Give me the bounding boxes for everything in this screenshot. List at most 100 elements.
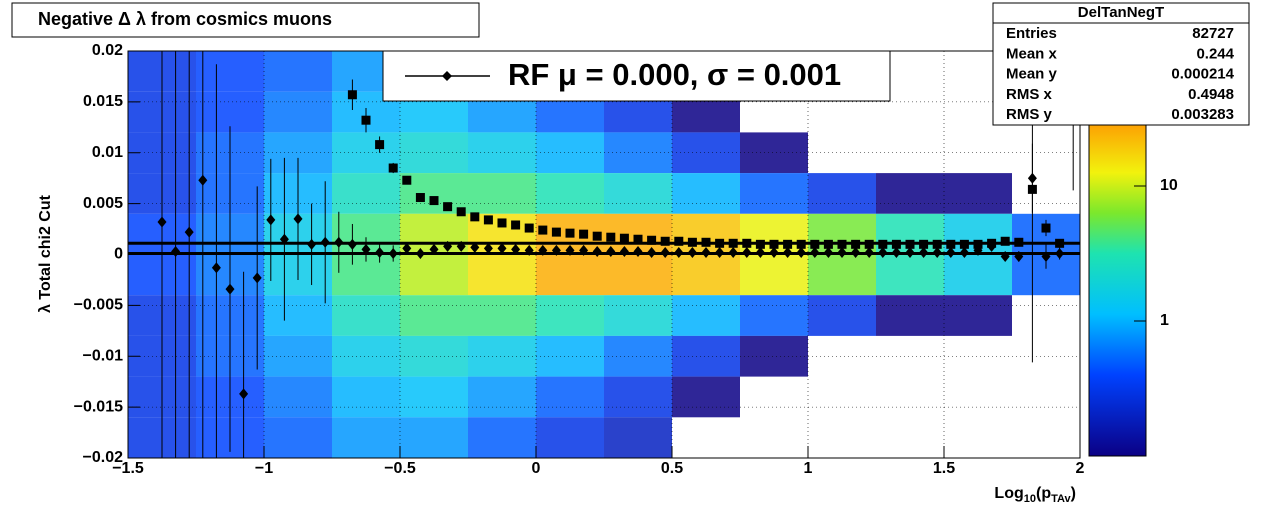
diamond-marker [388,247,398,259]
diamond-marker [783,246,793,258]
diamond-marker [307,238,317,250]
square-marker [878,239,888,249]
diamond-marker [647,246,657,258]
diamond-marker [837,246,847,258]
square-marker [987,238,997,248]
x-label-part: (p [1036,485,1051,502]
diamond-marker [497,242,507,254]
heat-cell [536,376,604,418]
diamond-marker [619,245,629,257]
heat-cell [672,376,740,418]
heat-cell [536,254,604,296]
chart-title: Negative Δ λ from cosmics muons [38,9,332,29]
diamond-marker [171,245,181,257]
heat-cell [740,132,808,174]
diamond-marker [810,246,820,258]
heat-cell [536,173,604,214]
heat-cell [536,417,604,458]
diamond-marker [239,388,249,400]
heat-cell [672,335,740,377]
x-tick-label: −1 [255,460,273,477]
heat-cell [876,173,944,214]
square-marker [606,232,616,242]
stats-value: 0.4948 [1188,86,1234,103]
square-marker [905,239,915,249]
square-marker [633,234,643,244]
x-label-part: ) [1071,485,1076,502]
heat-cell [400,173,468,214]
stats-rows: Entries 82727 Mean x 0.244 Mean y 0.000214 RMS… [1006,25,1235,123]
x-label-sub: TAv [1051,493,1071,505]
diamond-marker [823,246,833,258]
diamond-marker [728,246,738,258]
heat-cell [468,417,536,458]
square-marker [538,225,548,235]
heat-cell [400,295,468,336]
diamond-marker [551,244,561,256]
square-marker [647,235,657,245]
heat-cell [264,91,332,133]
axes: −1.5 −1 −0.5 0 0.5 1 1.5 2 −0.02 −0.015 −0.01 −0.00… [74,42,1178,477]
heat-cell [264,417,332,458]
square-marker [565,228,575,238]
diamond-marker [157,216,167,228]
square-marker [347,90,357,100]
square-marker [388,163,398,173]
y-tick-label: 0 [114,246,123,263]
square-marker [837,239,847,249]
square-marker [769,239,779,249]
square-marker [524,223,534,233]
diamond-marker [633,245,643,257]
diamond-marker [266,214,276,226]
heat-cell [400,132,468,174]
heat-cell [808,254,876,296]
diamond-marker [905,246,915,258]
heat-cell [196,91,264,133]
heat-cell [264,335,332,377]
square-marker [1055,238,1065,248]
square-marker [851,239,861,249]
stats-label: RMS x [1006,86,1053,103]
heat-cell [740,173,808,214]
heat-cell [672,254,740,296]
diamond-marker [252,272,262,284]
square-marker [959,239,969,249]
diamond-marker [211,262,221,274]
diamond-marker [755,246,765,258]
diamond-marker [538,244,548,256]
heat-cell [264,51,332,92]
legend-text: RF μ = 0.000, σ = 0.001 [508,57,841,92]
diamond-marker [334,236,344,248]
points [128,51,1080,458]
square-marker [429,196,439,206]
x-tick-label: 0 [532,460,541,477]
x-tick-label: 0.5 [661,460,683,477]
y-tick-label: 0.005 [83,195,123,212]
diamond-marker [606,245,616,257]
y-tick-label: −0.01 [83,347,124,364]
heat-cell [876,254,944,296]
diamond-marker [851,246,861,258]
square-marker [483,215,493,225]
square-marker [592,231,602,241]
diamond-marker [415,247,425,259]
square-marker [579,229,589,239]
square-marker [511,220,521,230]
diamond-marker [660,246,670,258]
square-marker [891,239,901,249]
square-marker [932,239,942,249]
square-marker [497,218,507,228]
diamond-marker [1055,247,1065,259]
square-marker [796,239,806,249]
diamond-marker [796,246,806,258]
heat-cell [740,295,808,336]
square-marker [674,236,684,246]
diamond-marker [361,243,371,255]
diamond-marker [483,242,493,254]
diamond-marker [946,246,956,258]
diamond-marker [715,246,725,258]
heat-cell [672,132,740,174]
square-marker [687,237,697,247]
square-marker [823,239,833,249]
heat-cell [944,254,1012,296]
